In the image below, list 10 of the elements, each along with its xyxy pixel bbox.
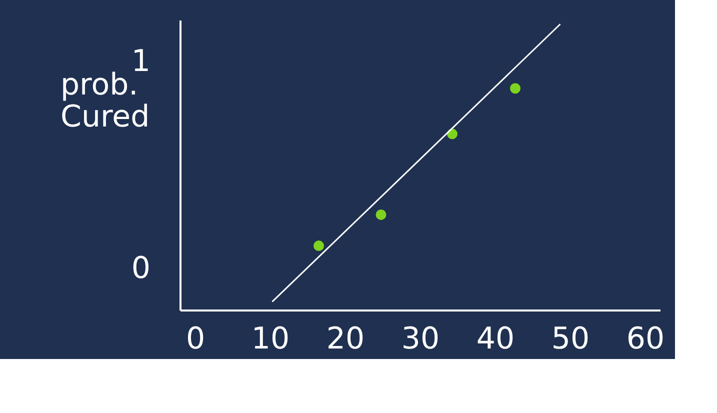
x-tick-label: 50: [551, 322, 590, 356]
x-tick-label: 20: [326, 322, 365, 356]
point: [376, 209, 386, 220]
x-tick-label: 0: [186, 322, 206, 356]
x-tick-label: 30: [401, 322, 440, 356]
x-tick-label: 60: [626, 322, 665, 356]
point: [314, 240, 324, 252]
x-tick-label: 40: [476, 322, 515, 356]
point: [510, 83, 520, 94]
x-tick-label: 10: [251, 322, 290, 356]
